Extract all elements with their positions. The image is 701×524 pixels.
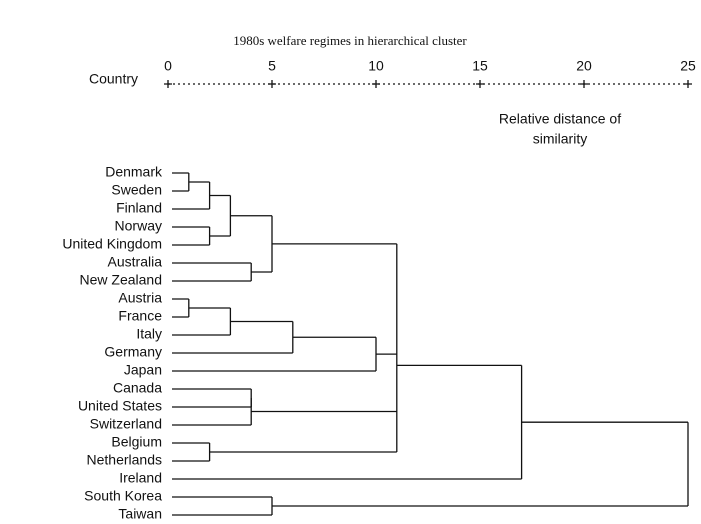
cluster-link <box>172 496 273 516</box>
leaf-label: South Korea <box>84 488 162 504</box>
annotation: similarity <box>533 131 587 147</box>
cluster-link <box>172 172 190 192</box>
x-tick-label: 20 <box>576 58 592 74</box>
cluster-link <box>172 262 252 282</box>
cluster-link <box>172 442 211 462</box>
leaf-label: Ireland <box>119 470 162 486</box>
tick-mark <box>580 80 588 88</box>
leaf-label: Norway <box>115 218 162 234</box>
tick-mark <box>268 80 276 88</box>
tick-mark <box>476 80 484 88</box>
chart-title: 1980s welfare regimes in hierarchical cl… <box>233 33 467 48</box>
cluster-link <box>172 398 252 426</box>
leaf-label: Italy <box>136 326 162 342</box>
leaf-label: Australia <box>108 254 163 270</box>
leaf-label: New Zealand <box>80 272 163 288</box>
leaf-label: Germany <box>104 344 162 360</box>
leaf-label: Finland <box>116 200 162 216</box>
leaf-label: Belgium <box>111 434 162 450</box>
leaf-label: Sweden <box>111 182 162 198</box>
leaf-label: Denmark <box>105 164 163 180</box>
x-tick-label: 10 <box>368 58 384 74</box>
leaf-label: Switzerland <box>90 416 162 432</box>
x-tick-label: 5 <box>268 58 276 74</box>
cluster-link <box>272 421 689 507</box>
cluster-link <box>172 298 190 318</box>
cluster-link <box>172 226 211 246</box>
cluster-link <box>209 243 398 453</box>
x-tick-label: 0 <box>164 58 172 74</box>
tick-mark <box>164 80 172 88</box>
annotation: Relative distance of <box>499 111 621 127</box>
cluster-link <box>209 194 232 237</box>
tick-mark <box>684 80 692 88</box>
x-tick-label: 15 <box>472 58 488 74</box>
leaf-label: United States <box>78 398 162 414</box>
tick-mark <box>372 80 380 88</box>
leaf-label: France <box>118 308 162 324</box>
cluster-link <box>172 307 232 336</box>
leaf-label: Japan <box>124 362 162 378</box>
x-tick-label: 25 <box>680 58 696 74</box>
axis-label: Country <box>89 71 138 87</box>
cluster-link <box>172 336 377 372</box>
leaf-label: Austria <box>118 290 162 306</box>
leaf-label: Taiwan <box>118 506 162 522</box>
cluster-link <box>172 320 294 354</box>
cluster-link <box>172 181 211 210</box>
leaf-label: Canada <box>113 380 162 396</box>
leaf-label: United Kingdom <box>62 236 162 252</box>
leaf-label: Netherlands <box>87 452 163 468</box>
cluster-link <box>172 388 252 408</box>
cluster-link <box>172 364 523 480</box>
